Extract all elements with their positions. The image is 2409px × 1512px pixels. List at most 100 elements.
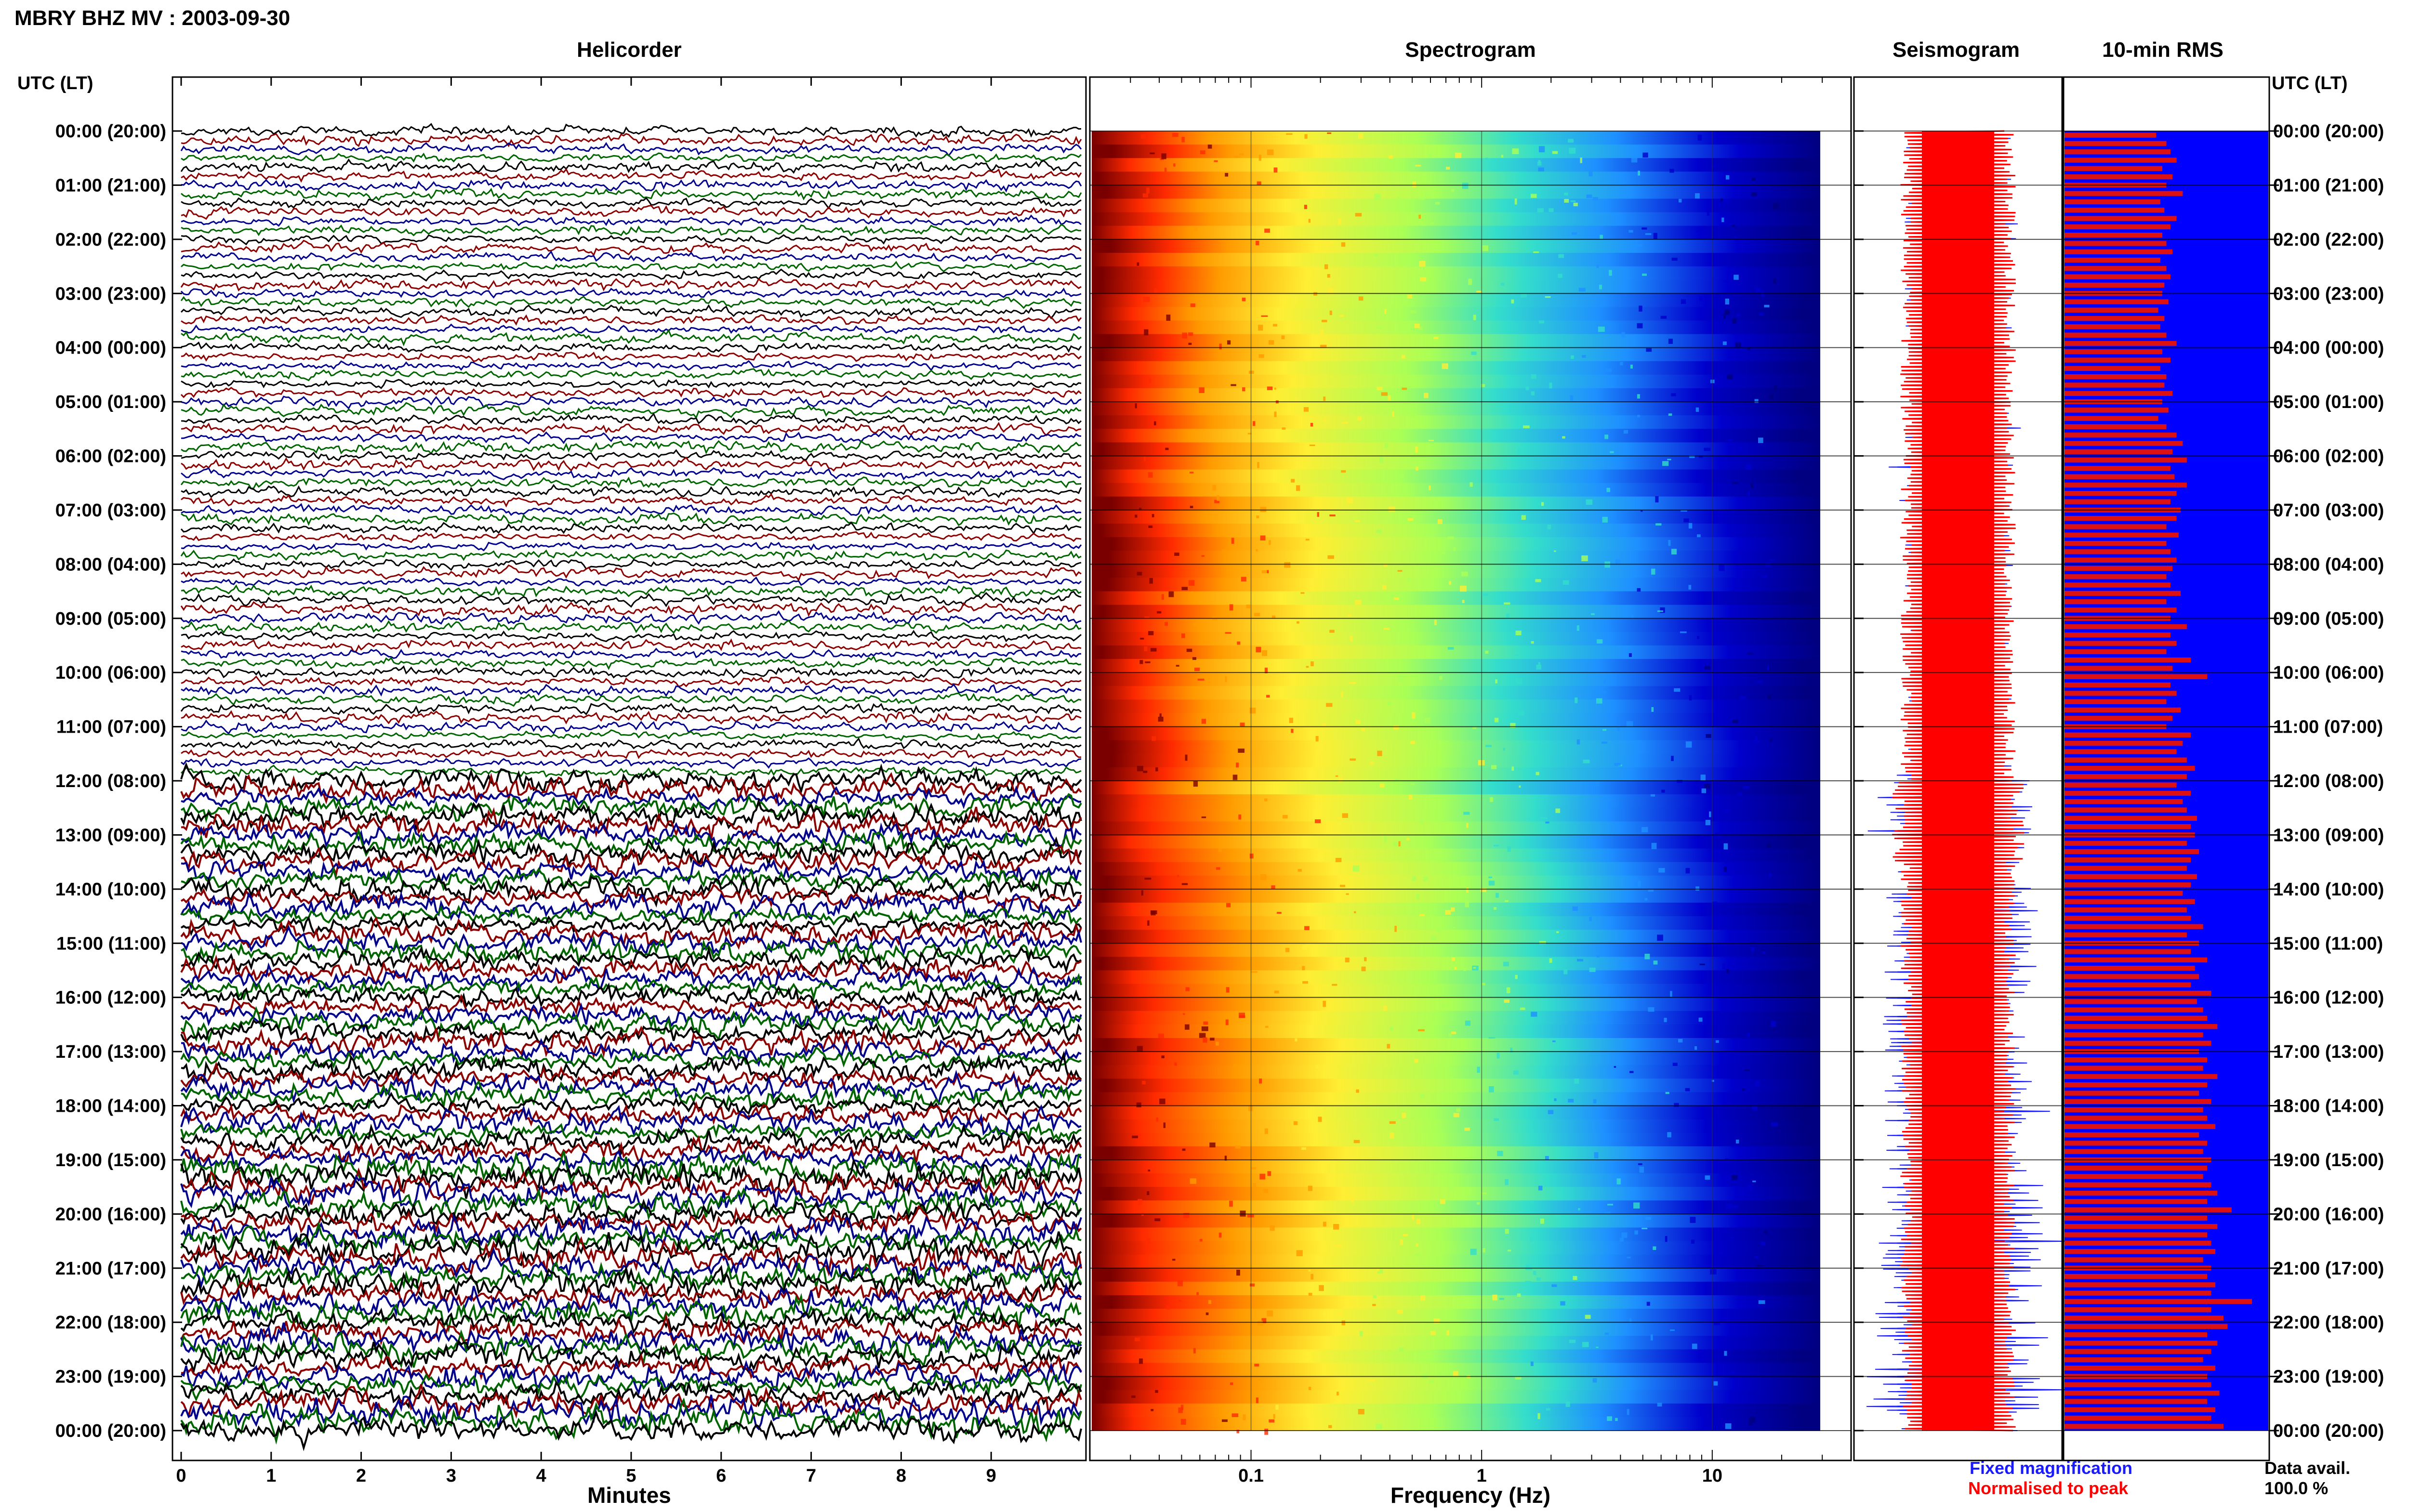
spectrogram-speckle — [1399, 1347, 1404, 1352]
spectrogram-speckle — [1688, 523, 1693, 529]
spectrogram-speckle — [1541, 817, 1548, 819]
helicorder-trace — [181, 429, 1082, 445]
time-label-left: 01:00 (21:00) — [55, 175, 166, 196]
spectrogram-speckle — [1454, 967, 1457, 970]
spectrogram-speckle — [1219, 343, 1222, 350]
spectrogram-speckle — [1303, 407, 1309, 412]
spectrogram-speckle — [1379, 783, 1385, 788]
spectrogram-speckle — [1415, 446, 1418, 453]
spectrogram-speckle — [1148, 631, 1154, 635]
time-label-right: 05:00 (01:00) — [2273, 392, 2384, 412]
spectrogram-speckle — [1148, 472, 1153, 478]
spectrogram-speckle — [1768, 873, 1772, 877]
rms-bar — [2065, 208, 2165, 213]
time-label-right: 20:00 (16:00) — [2273, 1204, 2384, 1224]
rms-bar — [2065, 1390, 2220, 1396]
helicorder-trace — [181, 1359, 1082, 1395]
spectrogram-speckle — [1545, 296, 1551, 298]
spectrogram-speckle — [1627, 1408, 1629, 1415]
spectrogram-speckle — [1683, 518, 1689, 523]
spectrogram-speckle — [1437, 1371, 1444, 1375]
spectrogram-band — [1092, 753, 1820, 768]
spectrogram-band — [1092, 456, 1820, 470]
spectrogram-speckle — [1185, 754, 1188, 761]
time-label-left: 06:00 (02:00) — [55, 447, 166, 467]
spectrogram-speckle — [1596, 1346, 1599, 1348]
helicorder-trace — [181, 719, 1082, 735]
spectrogram-speckle — [1735, 1139, 1739, 1144]
spectrogram-speckle — [1552, 1040, 1556, 1042]
helicorder-trace — [181, 994, 1082, 1018]
spectrogram-speckle — [1377, 1268, 1379, 1271]
spectrogram-speckle — [1621, 1232, 1628, 1238]
spectrogram-speckle — [1700, 775, 1706, 781]
spectrogram-speckle — [1166, 315, 1171, 321]
spectrogram-speckle — [1552, 151, 1558, 154]
spectrogram-speckle — [1271, 615, 1276, 618]
spectrogram-speckle — [1710, 1269, 1717, 1275]
spectrogram-speckle — [1417, 327, 1423, 330]
spectrogram-speckle — [1346, 893, 1349, 895]
helicorder-trace — [181, 692, 1082, 707]
spectrogram-speckle — [1433, 1318, 1440, 1324]
spectrogram-speckle — [1155, 767, 1158, 772]
rms-bar — [2065, 349, 2163, 355]
spectrogram-speckle — [1377, 1269, 1383, 1274]
spectrogram-band — [1092, 1336, 1820, 1350]
spectrogram-speckle — [1389, 1121, 1396, 1124]
helicorder-trace — [180, 1120, 1082, 1145]
spectrogram-speckle — [1233, 1064, 1237, 1068]
spectrogram-speckle — [1769, 394, 1774, 400]
rms-bar — [2065, 482, 2187, 488]
spectrogram-speckle — [1707, 211, 1710, 216]
spectrogram-speckle — [1327, 274, 1330, 278]
spectrogram-speckle — [1560, 1301, 1565, 1306]
spectrogram-speckle — [1689, 455, 1695, 458]
spectrogram-speckle — [1754, 399, 1759, 403]
spectrogram-speckle — [1619, 1237, 1624, 1242]
spectrogram-speckle — [1719, 918, 1724, 921]
data-avail-label: Data avail. — [2264, 1458, 2350, 1478]
spectrogram-speckle — [1517, 1293, 1521, 1297]
rms-bar — [2065, 191, 2183, 196]
helicorder-trace — [181, 341, 1082, 353]
time-label-left: 00:00 (20:00) — [55, 1421, 166, 1441]
helicorder-trace — [180, 250, 1082, 263]
spectrogram-speckle — [1337, 1392, 1339, 1395]
spectrogram-speckle — [1667, 1132, 1671, 1138]
spectrogram-speckle — [1251, 1167, 1257, 1170]
spectrogram-speckle — [1193, 622, 1200, 627]
rms-bar — [2065, 1132, 2199, 1138]
helicorder-trace — [180, 836, 1082, 873]
spectrogram-speckle — [1494, 1118, 1499, 1121]
spectrogram-speckle — [1662, 461, 1669, 466]
rms-bar — [2065, 1141, 2208, 1146]
rms-bar — [2065, 882, 2191, 888]
rms-bar — [2065, 1299, 2252, 1304]
spectrogram-speckle — [1181, 633, 1185, 638]
spectrogram-speckle — [1704, 666, 1710, 670]
helicorder-trace — [180, 916, 1082, 950]
spectrogram-speckle — [1747, 652, 1753, 655]
time-label-left: 07:00 (03:00) — [55, 500, 166, 521]
spectrogram-speckle — [1768, 694, 1772, 700]
spectrogram-speckle — [1267, 1171, 1271, 1176]
spectrogram-speckle — [1697, 534, 1701, 538]
spectrogram-speckle — [1670, 1329, 1675, 1331]
spectrogram-speckle — [1289, 718, 1294, 723]
spectrogram-speckle — [1414, 1059, 1418, 1063]
spectrogram-speckle — [1272, 324, 1277, 327]
spectrogram-speckle — [1358, 296, 1363, 301]
spectrogram-speckle — [1184, 1024, 1190, 1030]
time-label-left: 05:00 (01:00) — [55, 392, 166, 412]
spectrogram-speckle — [1596, 698, 1602, 704]
spectrogram-speckle — [1178, 1407, 1183, 1413]
spectrogram-speckle — [1314, 749, 1320, 755]
rms-bar — [2065, 1199, 2208, 1204]
spectrogram-speckle — [1511, 299, 1514, 303]
helicorder-trace — [180, 1394, 1082, 1431]
spectrogram-speckle — [1428, 439, 1434, 442]
spectrogram-speckle — [1419, 914, 1425, 917]
spectrogram-speckle — [1340, 692, 1344, 698]
time-label-left: 22:00 (18:00) — [55, 1313, 166, 1333]
